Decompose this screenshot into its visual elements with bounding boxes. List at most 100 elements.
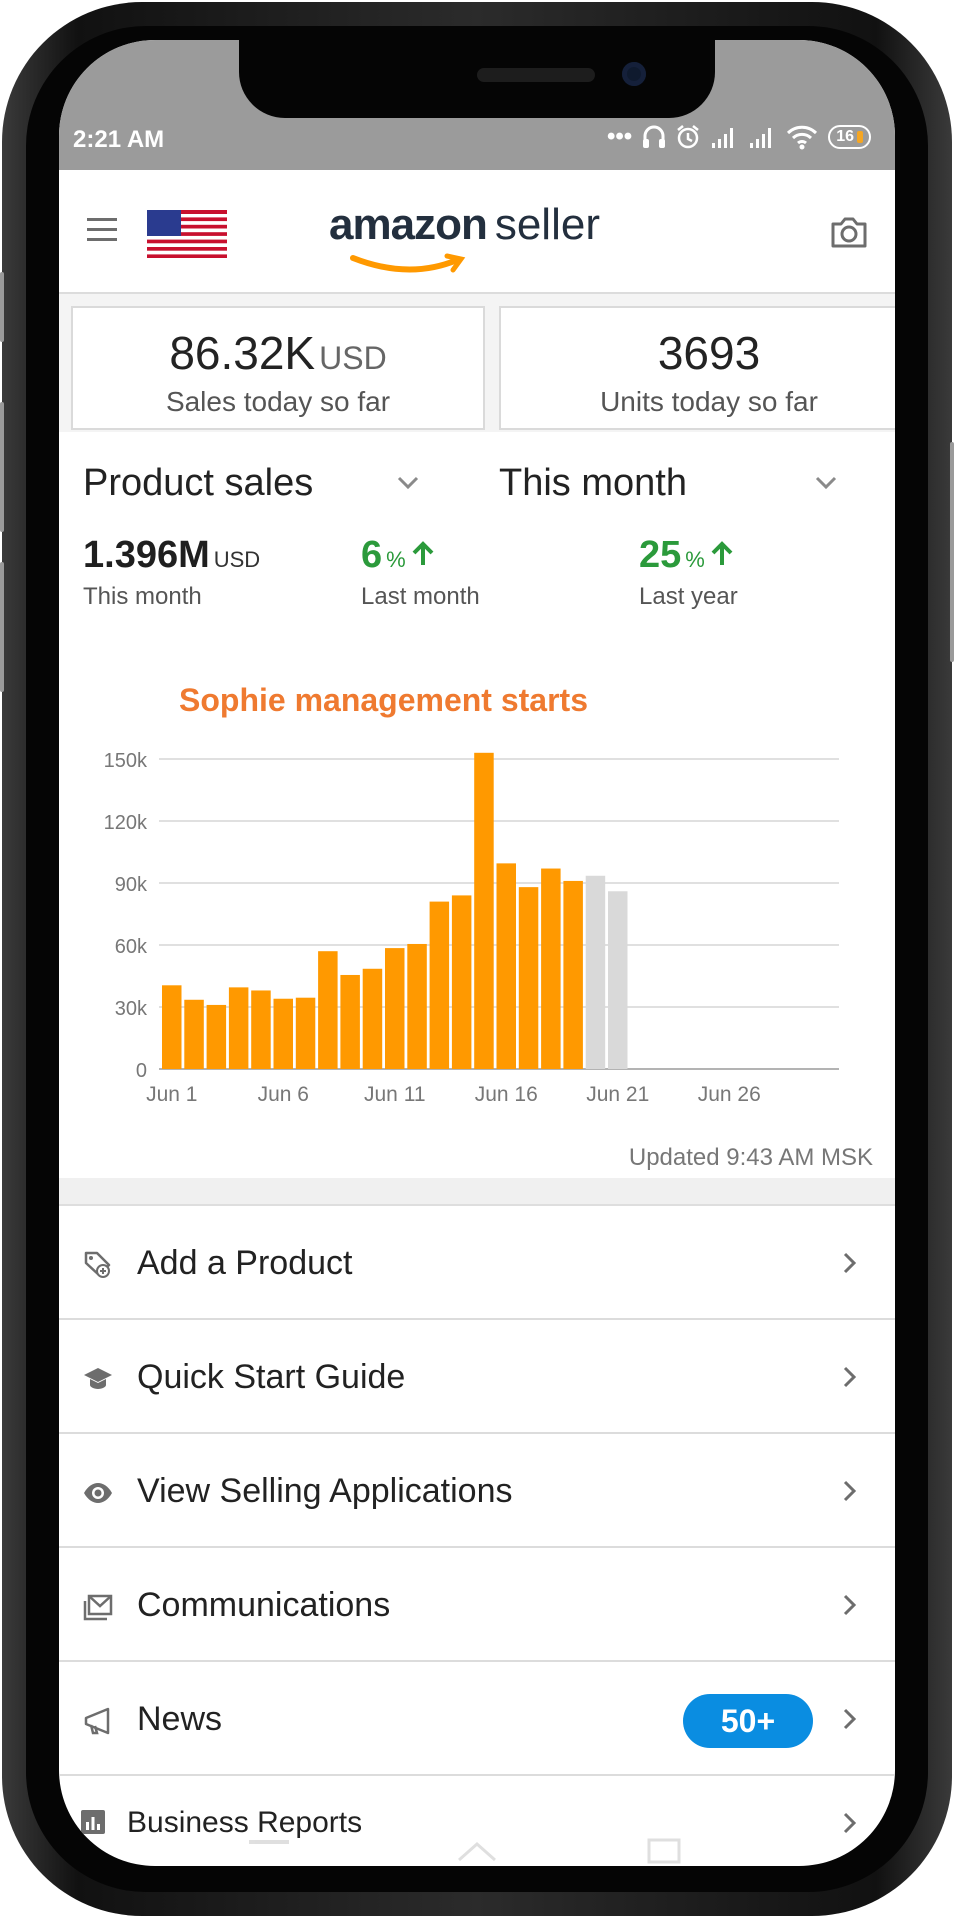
bar [362, 968, 383, 1069]
menu-label: Quick Start Guide [137, 1358, 406, 1396]
total-unit: USD [213, 547, 261, 572]
product-sales-panel: Product sales This month 1.396M USD This … [59, 432, 895, 1178]
last-year-change: 25 [639, 534, 682, 576]
total-label: This month [83, 583, 202, 610]
period-dropdown[interactable]: This month [499, 462, 687, 504]
bar [518, 887, 539, 1069]
last-year-row: 25% [639, 534, 738, 577]
management-annotation: Sophie management starts [179, 682, 588, 718]
last-year-unit: % [685, 547, 705, 572]
section-divider [59, 1178, 895, 1206]
wifi-icon [787, 125, 818, 150]
chevron-right-icon [843, 1708, 857, 1730]
bar [162, 985, 182, 1069]
menu-label: View Selling Applications [137, 1472, 513, 1510]
menu-label: Business Reports [127, 1806, 363, 1839]
vs-last-month: 6% Last month [361, 534, 480, 611]
bar-chart-icon [81, 1810, 105, 1834]
speaker [477, 68, 595, 82]
x-tick-label: Jun 26 [698, 1083, 761, 1106]
bar [585, 875, 606, 1069]
menu-icon[interactable] [87, 218, 117, 242]
home-menu: Add a Product Quick Start Guide View Sel… [59, 1206, 895, 1866]
chevron-right-icon [843, 1252, 857, 1274]
x-tick-label: Jun 16 [475, 1083, 538, 1106]
alarm-icon [677, 125, 699, 149]
bar [451, 895, 472, 1069]
total-value-row: 1.396M USD [83, 534, 260, 577]
menu-item-communications[interactable]: Communications [59, 1548, 895, 1662]
chevron-right-icon [843, 1366, 857, 1388]
menu-item-news[interactable]: News 50+ [59, 1662, 895, 1776]
news-count-badge: 50+ [683, 1694, 813, 1748]
app-header: amazon seller [59, 170, 895, 294]
y-tick-label: 30k [115, 998, 148, 1020]
logo-seller: seller [494, 200, 600, 249]
last-month-change: 6 [361, 534, 383, 576]
bar [251, 990, 271, 1069]
last-month-row: 6% [361, 534, 480, 577]
chevron-right-icon [843, 1480, 857, 1502]
signal-icon [712, 128, 734, 148]
volume-down-button [0, 562, 4, 692]
menu-item-business-reports[interactable]: Business Reports [59, 1776, 895, 1866]
bar [541, 868, 561, 1069]
chevron-down-icon[interactable] [397, 476, 419, 490]
battery-indicator: 16 [828, 125, 871, 149]
bar [295, 997, 316, 1069]
mute-switch [0, 272, 4, 342]
chevron-right-icon [843, 1812, 857, 1834]
last-year-label: Last year [639, 583, 738, 610]
units-today-card[interactable]: 3693 Units today so far [499, 306, 895, 430]
bar [496, 863, 516, 1069]
add-product-tag-icon [84, 1251, 111, 1278]
vs-last-year: 25% Last year [639, 534, 738, 611]
x-tick-label: Jun 11 [364, 1083, 426, 1106]
sales-today-label: Sales today so far [165, 386, 391, 417]
sales-today-unit: USD [319, 340, 387, 376]
sales-today-card[interactable]: 86.32K USD Sales today so far [71, 306, 485, 430]
more-dots-icon: ••• [606, 123, 633, 150]
bar [184, 999, 204, 1069]
menu-label: Add a Product [137, 1244, 353, 1282]
menu-item-add-product[interactable]: Add a Product [59, 1206, 895, 1320]
bar [318, 951, 338, 1069]
x-tick-label: Jun 6 [258, 1083, 309, 1106]
bar [608, 891, 628, 1069]
menu-item-selling-applications[interactable]: View Selling Applications [59, 1434, 895, 1548]
graduation-cap-icon [84, 1368, 112, 1389]
bar [206, 1004, 227, 1069]
signal-icon [750, 128, 772, 148]
arrow-up-icon [412, 541, 434, 565]
power-button [950, 442, 954, 662]
sales-today-value: 86.32K [169, 327, 316, 379]
y-tick-label: 0 [136, 1060, 147, 1082]
units-today-label: Units today so far [600, 386, 818, 417]
units-today-value: 3693 [657, 327, 761, 379]
last-month-unit: % [386, 547, 406, 572]
amazon-smile-icon [350, 253, 466, 273]
navigation-bar-hint [249, 1838, 681, 1864]
menu-label: Communications [137, 1586, 391, 1624]
y-tick-label: 90k [115, 874, 148, 896]
last-month-label: Last month [361, 583, 480, 610]
total-value: 1.396M [83, 534, 210, 576]
sales-bar-chart: 0 30k 60k 90k 120k 150k Jun 1 Jun 6 Jun 11 Jun 16… [104, 750, 839, 1106]
chevron-down-icon[interactable] [815, 476, 837, 490]
total-this-month: 1.396M USD This month [83, 534, 260, 611]
us-flag-icon[interactable] [147, 210, 227, 258]
amazon-seller-logo: amazon seller [329, 200, 639, 273]
mail-icon [83, 1594, 113, 1621]
sales-today-value-row: 86.32K USD [73, 326, 483, 380]
bar [563, 880, 583, 1069]
x-tick-label: Jun 21 [586, 1083, 649, 1106]
menu-item-quick-start[interactable]: Quick Start Guide [59, 1320, 895, 1434]
menu-label: News [137, 1700, 223, 1738]
volume-up-button [0, 402, 4, 532]
screen: 2:21 AM ••• [59, 40, 895, 1866]
bar [474, 752, 494, 1069]
metric-dropdown[interactable]: Product sales [83, 462, 314, 504]
battery-level: 16 [836, 128, 854, 145]
y-tick-label: 120k [104, 812, 148, 834]
camera-icon[interactable] [829, 216, 869, 250]
